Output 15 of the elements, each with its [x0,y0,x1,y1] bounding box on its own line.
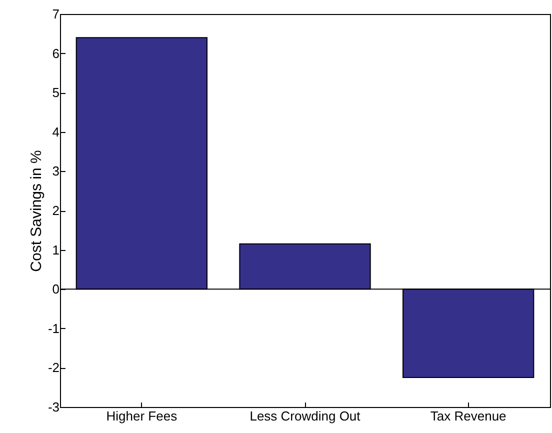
y-tick-label: 0 [52,282,60,297]
y-tick-label: 3 [52,164,60,179]
y-tick-label: -3 [48,400,60,414]
x-tick-label: Less Crowding Out [250,408,361,424]
y-tick-label: 7 [52,6,60,22]
x-tick-label: Higher Fees [106,408,178,424]
y-tick-label: -1 [48,320,60,336]
y-tick-label: 5 [52,85,60,100]
y-tick-label: 4 [52,124,60,140]
y-tick-label: 1 [52,242,60,258]
y-tick-label: 6 [52,46,60,61]
y-tick-label: 2 [52,203,60,218]
x-tick-label: Tax Revenue [430,408,506,424]
y-axis-title: Cost Savings in % [28,150,45,272]
y-tick-label: -2 [48,360,60,376]
